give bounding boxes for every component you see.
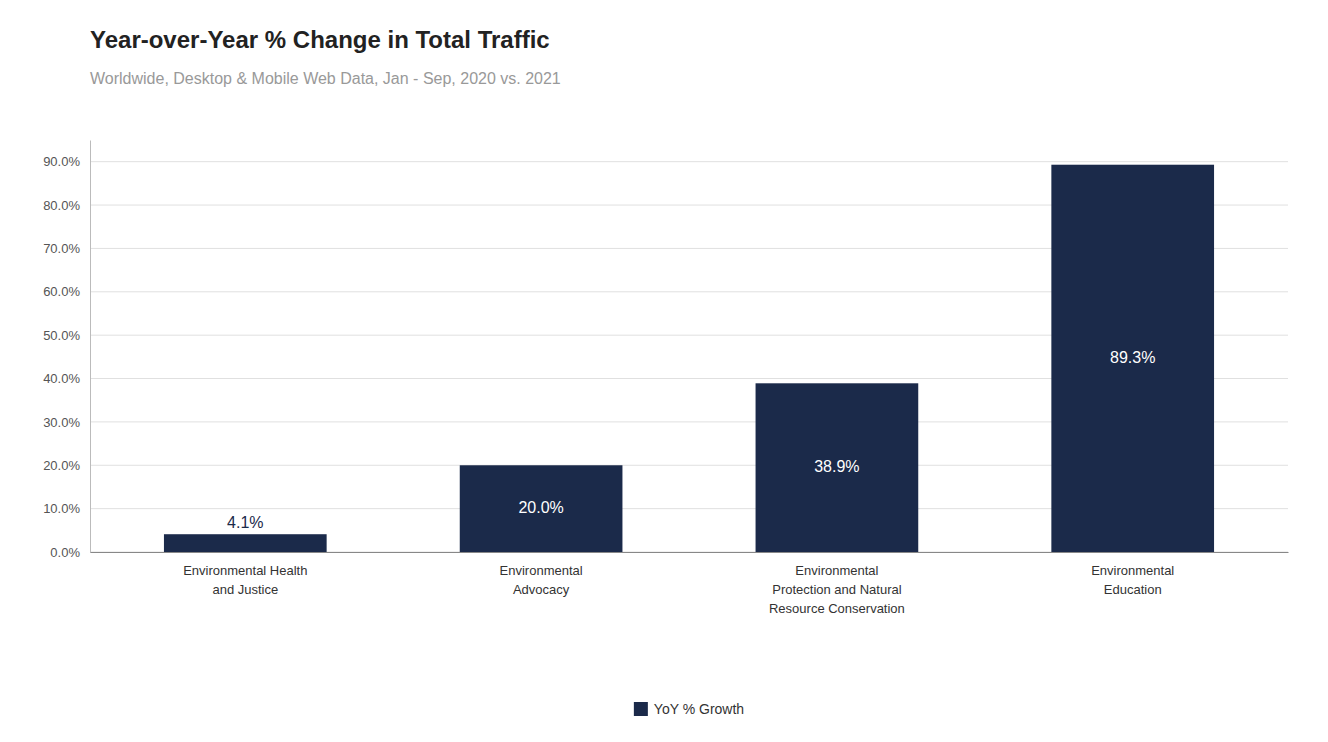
y-tick-label: 90.0% [43,154,80,169]
legend: YoY % Growth [634,701,744,717]
y-tick-label: 40.0% [43,371,80,386]
y-tick: 40.0% [43,371,90,386]
x-tick-label: EnvironmentalAdvocacy [500,563,583,597]
y-tick: 90.0% [43,154,90,169]
y-tick: 70.0% [43,241,90,256]
y-tick: 0.0% [50,545,90,560]
grid [90,162,1288,552]
data-label: 20.0% [518,499,563,516]
bar [164,534,327,552]
legend-label: YoY % Growth [654,701,744,717]
y-tick: 80.0% [43,198,90,213]
x-tick-label: EnvironmentalProtection and NaturalResou… [769,563,905,616]
y-axis-line [90,141,91,553]
x-axis: Environmental Healthand Justice Environme… [91,553,1289,616]
y-tick: 30.0% [43,415,90,430]
x-tick: EnvironmentalAdvocacy [500,563,583,597]
x-tick: EnvironmentalProtection and NaturalResou… [769,563,905,616]
y-tick-label: 10.0% [43,501,80,516]
y-tick-label: 60.0% [43,284,80,299]
data-label: 89.3% [1110,349,1155,366]
y-tick-label: 20.0% [43,458,80,473]
y-tick: 60.0% [43,284,90,299]
bar [756,383,919,552]
title: Year-over-Year % Change in Total Traffic [90,26,550,53]
data-label: 38.9% [814,458,859,475]
bar [1051,165,1214,552]
x-tick-label: Environmental Healthand Justice [183,563,307,597]
y-tick-label: 70.0% [43,241,80,256]
bars [164,165,1214,552]
y-tick: 10.0% [43,501,90,516]
y-axis: 0.0% 10.0% 20.0% 30.0% 40.0% 50.0% 60.0% 70.0% 8… [43,141,90,560]
y-tick-label: 30.0% [43,415,80,430]
y-tick: 20.0% [43,458,90,473]
y-tick-label: 50.0% [43,328,80,343]
subtitle: Worldwide, Desktop & Mobile Web Data, Ja… [90,70,561,87]
data-labels: 4.1% 20.0% 38.9% 89.3% [227,349,1155,532]
y-tick-label: 80.0% [43,198,80,213]
plot: 4.1% 20.0% 38.9% 89.3% 0.0% 10.0% 20.0% 30.0% 40… [43,141,1288,616]
x-tick-label: EnvironmentalEducation [1091,563,1174,597]
y-tick: 50.0% [43,328,90,343]
bar [460,465,623,552]
legend-item: YoY % Growth [634,701,744,717]
legend-swatch [634,702,648,716]
data-label: 4.1% [227,514,263,531]
grid-line [90,161,1288,162]
x-tick: EnvironmentalEducation [1091,563,1174,597]
y-tick-label: 0.0% [50,545,80,560]
x-tick: Environmental Healthand Justice [183,563,307,597]
chart: Year-over-Year % Change in Total Traffic… [0,0,1328,742]
x-axis-line [91,552,1289,553]
